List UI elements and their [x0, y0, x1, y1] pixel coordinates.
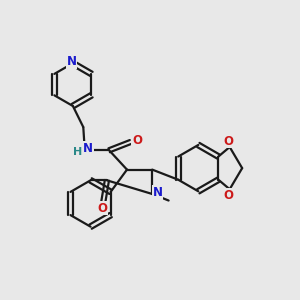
- Text: O: O: [223, 189, 233, 202]
- Text: H: H: [73, 147, 82, 157]
- Text: N: N: [83, 142, 93, 155]
- Text: N: N: [153, 186, 163, 199]
- Text: N: N: [66, 55, 76, 68]
- Text: O: O: [132, 134, 142, 147]
- Text: O: O: [223, 135, 233, 148]
- Text: O: O: [98, 202, 108, 215]
